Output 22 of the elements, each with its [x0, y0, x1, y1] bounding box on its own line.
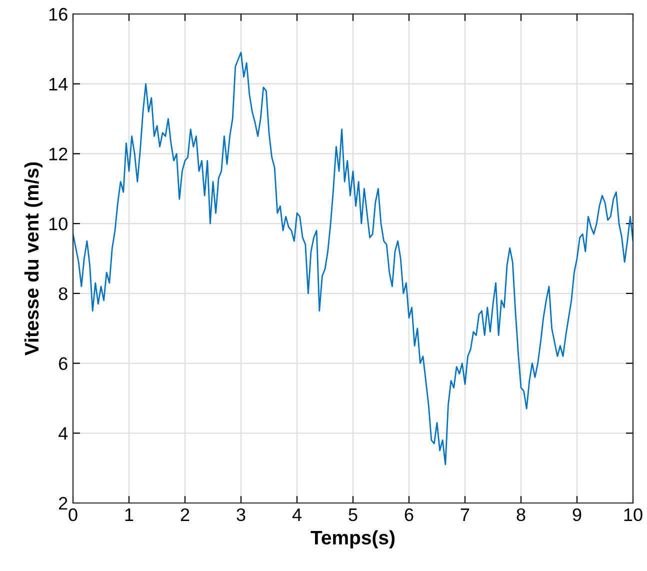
x-tick-label: 9	[572, 508, 582, 522]
x-tick-label: 4	[292, 508, 302, 521]
line-series	[73, 52, 633, 466]
x-tick-label: 5	[348, 508, 358, 522]
x-tick-label: 3	[236, 508, 246, 522]
y-tick-label: 4	[58, 427, 68, 440]
y-tick-label: 6	[59, 357, 68, 370]
x-axis-title: Temps(s)	[310, 530, 395, 548]
y-tick-label: 10	[49, 218, 68, 230]
y-axis-title: Vitesse du vent (m/s)	[24, 162, 42, 356]
y-tick-label: 8	[58, 287, 68, 300]
x-tick-label: 2	[180, 508, 190, 521]
x-tick-label: 6	[404, 508, 414, 522]
y-tick-label: 2	[59, 496, 68, 510]
x-tick-label: 7	[460, 508, 470, 521]
x-tick-label: 10	[624, 508, 642, 522]
y-tick-label: 12	[49, 148, 68, 160]
x-tick-label: 8	[516, 508, 526, 522]
y-tick-label: 14	[49, 78, 68, 90]
x-tick-label: 1	[125, 508, 134, 521]
x-tick-label: 0	[68, 508, 78, 522]
y-tick-label: 16	[49, 8, 68, 21]
